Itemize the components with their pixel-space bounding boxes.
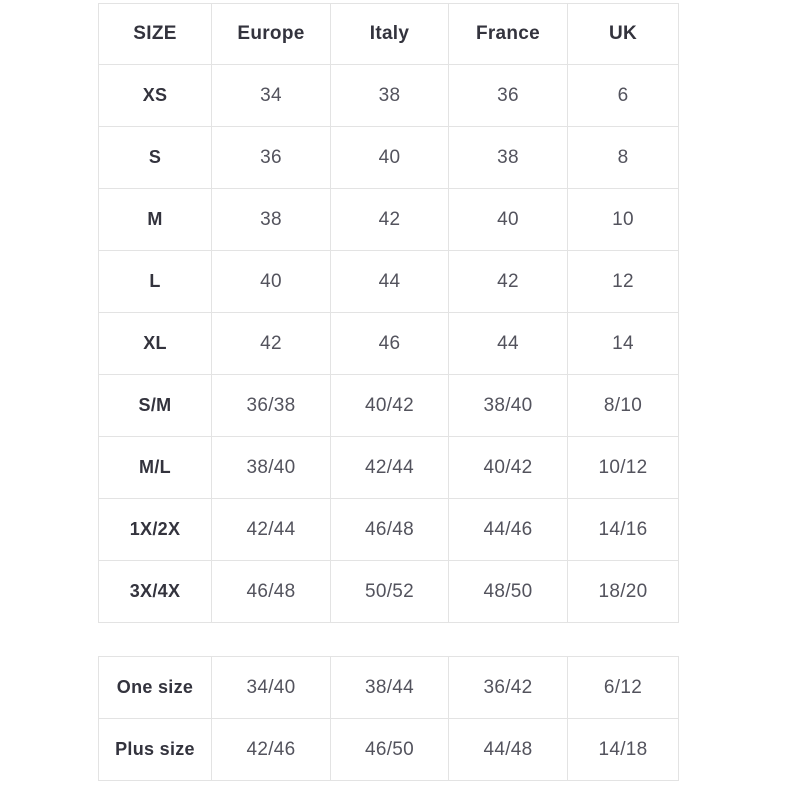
value-cell: 10	[567, 188, 679, 251]
column-header: Europe	[211, 3, 331, 65]
table-row: One size 34/40 38/44 36/42 6/12	[98, 656, 679, 719]
table-row: XL 42 46 44 14	[98, 312, 679, 375]
table-row: S 36 40 38 8	[98, 126, 679, 189]
size-label-cell: 3X/4X	[98, 560, 212, 623]
value-cell: 12	[567, 250, 679, 313]
size-label-cell: S/M	[98, 374, 212, 437]
size-label-cell: XS	[98, 64, 212, 127]
value-cell: 46	[330, 312, 449, 375]
value-cell: 8	[567, 126, 679, 189]
table-row: S/M 36/38 40/42 38/40 8/10	[98, 374, 679, 437]
column-header: UK	[567, 3, 679, 65]
size-tables-container: SIZE Europe Italy France UK XS 34 38 36 6 S 36 40 38…	[98, 3, 679, 781]
value-cell: 6/12	[567, 656, 679, 719]
size-label-cell: 1X/2X	[98, 498, 212, 561]
size-conversion-table: SIZE Europe Italy France UK XS 34 38 36 6 S 36 40 38…	[98, 3, 679, 623]
value-cell: 42/44	[330, 436, 449, 499]
value-cell: 40/42	[448, 436, 568, 499]
size-label-cell: Plus size	[98, 718, 212, 781]
value-cell: 44/46	[448, 498, 568, 561]
value-cell: 46/48	[211, 560, 331, 623]
table-row: XS 34 38 36 6	[98, 64, 679, 127]
table-row: L 40 44 42 12	[98, 250, 679, 313]
table-row: 3X/4X 46/48 50/52 48/50 18/20	[98, 560, 679, 623]
column-header: Italy	[330, 3, 449, 65]
value-cell: 42	[211, 312, 331, 375]
value-cell: 8/10	[567, 374, 679, 437]
value-cell: 34	[211, 64, 331, 127]
value-cell: 14	[567, 312, 679, 375]
table-row: 1X/2X 42/44 46/48 44/46 14/16	[98, 498, 679, 561]
value-cell: 42	[448, 250, 568, 313]
value-cell: 38	[330, 64, 449, 127]
size-label-cell: M/L	[98, 436, 212, 499]
value-cell: 38/44	[330, 656, 449, 719]
special-table-body: One size 34/40 38/44 36/42 6/12 Plus size 42/4…	[98, 656, 679, 781]
value-cell: 10/12	[567, 436, 679, 499]
value-cell: 42/44	[211, 498, 331, 561]
value-cell: 42/46	[211, 718, 331, 781]
value-cell: 38/40	[211, 436, 331, 499]
column-header: France	[448, 3, 568, 65]
value-cell: 14/16	[567, 498, 679, 561]
value-cell: 38	[211, 188, 331, 251]
size-label-cell: M	[98, 188, 212, 251]
value-cell: 14/18	[567, 718, 679, 781]
value-cell: 40	[448, 188, 568, 251]
size-label-cell: XL	[98, 312, 212, 375]
table-row: Plus size 42/46 46/50 44/48 14/18	[98, 718, 679, 781]
value-cell: 50/52	[330, 560, 449, 623]
size-label-cell: S	[98, 126, 212, 189]
special-sizes-table: One size 34/40 38/44 36/42 6/12 Plus size 42/4…	[98, 656, 679, 781]
value-cell: 40	[330, 126, 449, 189]
value-cell: 36/38	[211, 374, 331, 437]
table-body: XS 34 38 36 6 S 36 40 38 8 M 38 42 40 10 L 40 44 42 12 XL 42 4…	[98, 64, 679, 623]
value-cell: 42	[330, 188, 449, 251]
table-row: M/L 38/40 42/44 40/42 10/12	[98, 436, 679, 499]
value-cell: 18/20	[567, 560, 679, 623]
value-cell: 44	[448, 312, 568, 375]
value-cell: 46/50	[330, 718, 449, 781]
header-row: SIZE Europe Italy France UK	[98, 3, 679, 65]
value-cell: 46/48	[330, 498, 449, 561]
value-cell: 36	[211, 126, 331, 189]
value-cell: 6	[567, 64, 679, 127]
column-header: SIZE	[98, 3, 212, 65]
value-cell: 34/40	[211, 656, 331, 719]
value-cell: 44/48	[448, 718, 568, 781]
table-row: M 38 42 40 10	[98, 188, 679, 251]
value-cell: 38/40	[448, 374, 568, 437]
value-cell: 44	[330, 250, 449, 313]
size-label-cell: L	[98, 250, 212, 313]
value-cell: 40/42	[330, 374, 449, 437]
size-label-cell: One size	[98, 656, 212, 719]
value-cell: 36	[448, 64, 568, 127]
value-cell: 36/42	[448, 656, 568, 719]
table-header: SIZE Europe Italy France UK	[98, 3, 679, 65]
value-cell: 40	[211, 250, 331, 313]
value-cell: 38	[448, 126, 568, 189]
value-cell: 48/50	[448, 560, 568, 623]
